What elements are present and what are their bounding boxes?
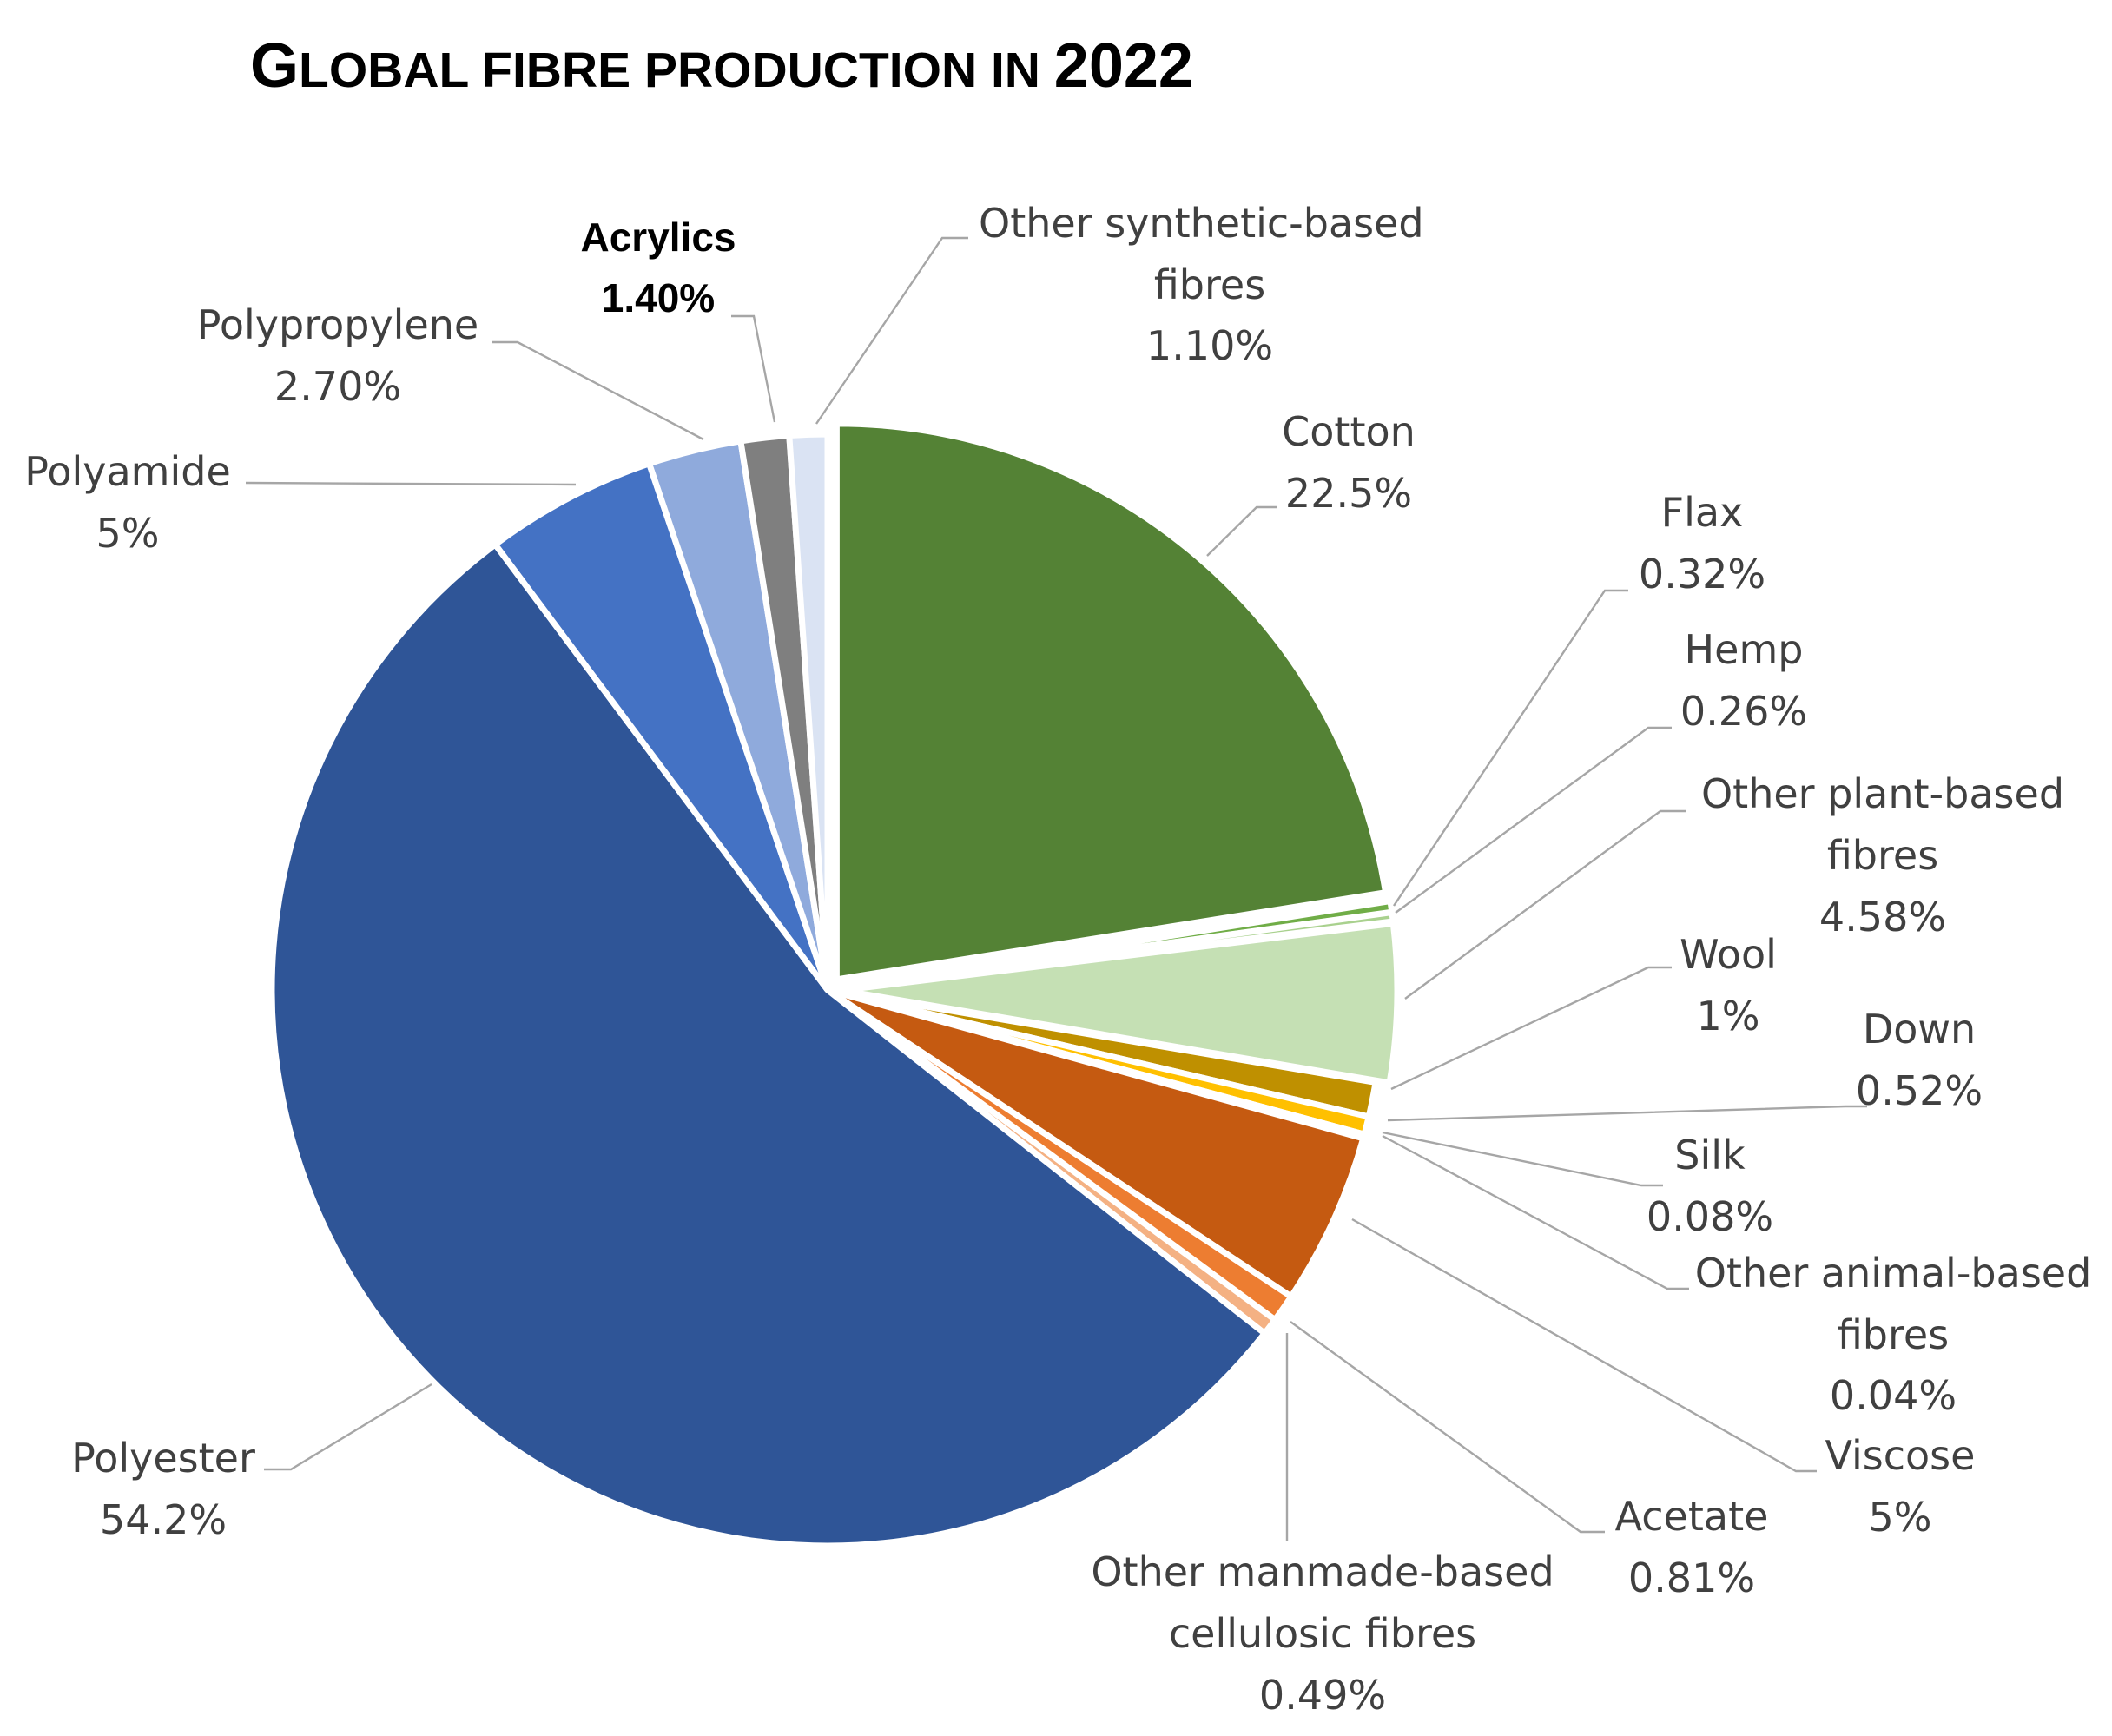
label-wool-value: 1% [1697, 993, 1760, 1040]
label-down-value: 0.52% [1856, 1067, 1983, 1114]
label-polyester-name: Polyester [71, 1435, 255, 1482]
leader-line-flax [1393, 589, 1628, 907]
leader-lines [245, 236, 1867, 1541]
label-other-synthetic-name-2: fibres [1154, 261, 1265, 308]
label-other-animal-name-2: fibres [1838, 1311, 1949, 1358]
label-wool-name: Wool [1680, 931, 1777, 978]
leader-line-other-synthetic [815, 236, 968, 425]
label-acrylics-value: 1.40% [602, 275, 715, 320]
pie-slice-other-synthetic-based-fibres [786, 431, 831, 991]
label-acrylics-name: Acrylics [580, 215, 736, 260]
label-silk-name: Silk [1674, 1132, 1746, 1178]
label-polypropylene-name: Polypropylene [197, 301, 478, 348]
pie-slice-viscose [826, 987, 1368, 1301]
label-other-synthetic-name-1: Other synthetic-based [979, 200, 1424, 247]
label-other-plant-name-1: Other plant-based [1701, 770, 2064, 817]
label-other-manmade-name-2: cellulosic fibres [1169, 1610, 1476, 1657]
pie-slice-cotton [833, 420, 1389, 983]
chart-title-body: LOBAL FIBRE PRODUCTION IN [299, 43, 1054, 98]
label-polypropylene-value: 2.70% [274, 363, 401, 410]
leader-line-viscose [1351, 1218, 1817, 1473]
data-labels: Other synthetic-based fibres 1.10% Acryl… [24, 200, 2091, 1719]
label-other-plant-name-2: fibres [1827, 832, 1938, 879]
label-polyester-value: 54.2% [100, 1496, 227, 1543]
leader-line-polyester [264, 1383, 432, 1471]
chart-title: GLOBAL FIBRE PRODUCTION IN 2022 [250, 31, 1193, 101]
leader-line-polyamide [245, 481, 577, 486]
chart-title-initial: G [250, 31, 299, 101]
leader-line-acrylics [731, 314, 776, 423]
pie-slice-polyamide [491, 459, 831, 993]
label-polyamide-value: 5% [96, 510, 160, 557]
label-cotton-name: Cotton [1282, 408, 1416, 455]
label-other-animal-name-1: Other animal-based [1695, 1250, 2092, 1297]
leader-line-acetate [1290, 1321, 1605, 1534]
label-other-animal-value: 0.04% [1830, 1372, 1957, 1419]
leader-line-silk [1382, 1131, 1663, 1187]
label-hemp-name: Hemp [1685, 626, 1804, 673]
leader-line-wool [1390, 966, 1672, 1091]
chart-title-year: 2022 [1054, 31, 1193, 101]
label-other-manmade-name-1: Other manmade-based [1091, 1548, 1554, 1595]
label-flax-value: 0.32% [1639, 551, 1766, 597]
leader-line-down [1387, 1105, 1867, 1122]
label-viscose-name: Viscose [1825, 1432, 1976, 1479]
label-other-synthetic-value: 1.10% [1146, 322, 1273, 369]
leader-line-hemp [1395, 726, 1672, 914]
label-hemp-value: 0.26% [1680, 688, 1807, 735]
label-acetate-name: Acetate [1615, 1493, 1769, 1540]
label-other-plant-value: 4.58% [1819, 894, 1946, 941]
leader-line-cotton [1206, 505, 1277, 557]
label-other-manmade-value: 0.49% [1259, 1672, 1386, 1719]
pie-slice-polyester [268, 540, 1270, 1549]
label-acetate-value: 0.81% [1628, 1554, 1755, 1601]
leader-line-other-animal [1382, 1134, 1689, 1290]
leader-line-polypropylene [492, 340, 704, 441]
pie-slice-other-plant-based-fibres [841, 920, 1401, 1086]
label-cotton-value: 22.5% [1285, 470, 1412, 517]
pie-slices [268, 420, 1401, 1549]
label-viscose-value: 5% [1869, 1494, 1932, 1541]
leader-line-other-plant [1404, 809, 1686, 1000]
label-flax-name: Flax [1661, 489, 1744, 536]
label-polyamide-name: Polyamide [24, 448, 231, 495]
label-down-name: Down [1863, 1006, 1976, 1053]
label-silk-value: 0.08% [1647, 1193, 1773, 1240]
